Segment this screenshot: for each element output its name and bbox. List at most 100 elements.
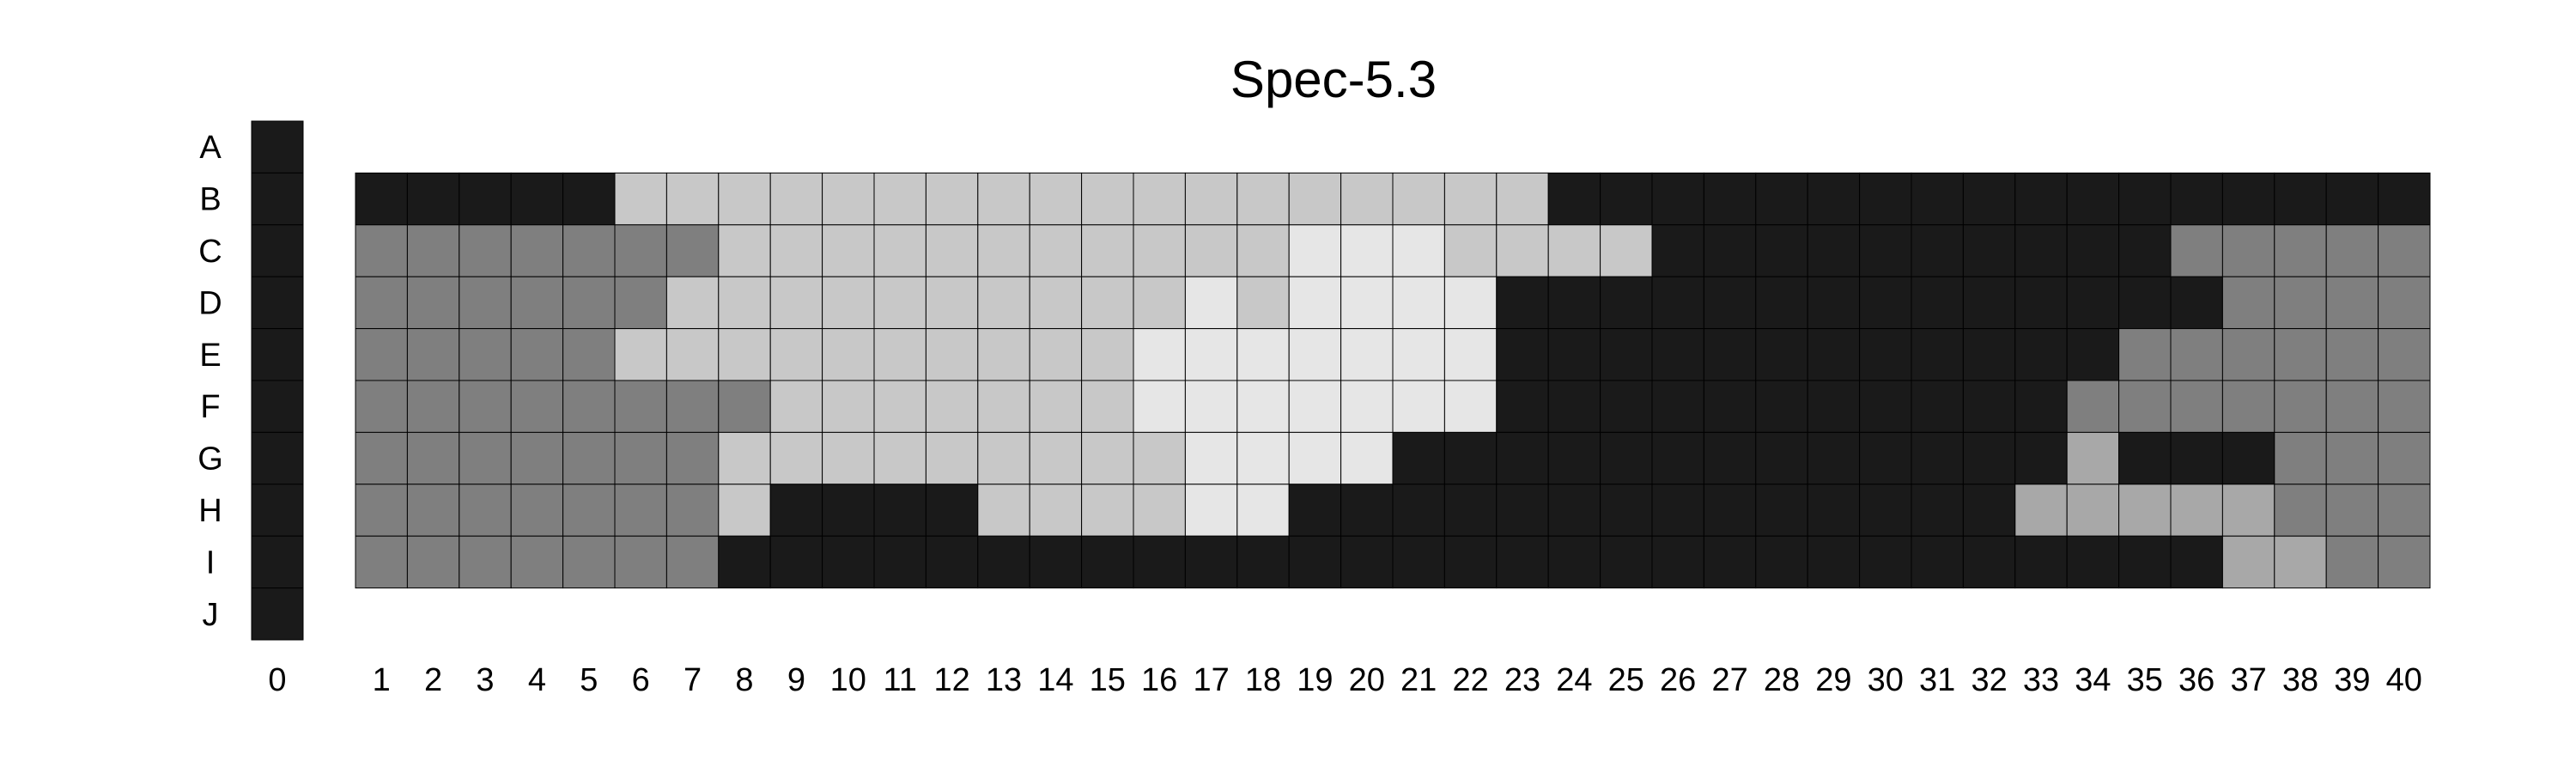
heatmap-cell (873, 535, 927, 589)
heatmap-cell (822, 484, 875, 537)
heatmap-cell (614, 484, 667, 537)
heatmap-cell (1807, 172, 1861, 226)
heatmap-cell (1029, 535, 1083, 589)
heatmap-cell (1392, 328, 1445, 381)
heatmap-cell (1547, 172, 1601, 226)
x-tick-label: 1 (373, 662, 391, 698)
heatmap-cell (769, 535, 823, 589)
heatmap-cell (1029, 484, 1083, 537)
heatmap-cell (1133, 431, 1186, 485)
heatmap-cell (1133, 224, 1186, 277)
heatmap-cell (510, 172, 564, 226)
heatmap-cell (459, 431, 512, 485)
heatmap-cell (1911, 431, 1964, 485)
heatmap-cell (1184, 172, 1238, 226)
heatmap-cell (2014, 224, 2068, 277)
heatmap-cell (1496, 276, 1549, 330)
heatmap-cell (665, 276, 720, 330)
heatmap-cell (2170, 276, 2223, 330)
heatmap-cell (822, 431, 875, 485)
heatmap-cell (718, 224, 771, 277)
heatmap-cell (2378, 431, 2431, 485)
heatmap-cell (1496, 380, 1549, 433)
heatmap-cell (822, 328, 875, 381)
heatmap-cell (2170, 431, 2223, 485)
heatmap-cell (1236, 484, 1290, 537)
heatmap-cell (1133, 328, 1186, 381)
heatmap-cell (1703, 431, 1757, 485)
heatmap-cell (1807, 535, 1861, 589)
heatmap-cell (1547, 484, 1601, 537)
heatmap-cell (769, 276, 823, 330)
heatmap-cell (510, 535, 564, 589)
heatmap-cell (406, 328, 460, 381)
heatmap-cell (1184, 431, 1238, 485)
heatmap-cell (1496, 224, 1549, 277)
x-tick-label: 27 (1711, 662, 1747, 698)
heatmap-cell (251, 587, 304, 641)
heatmap-cell (1236, 328, 1290, 381)
heatmap-cell (1703, 535, 1757, 589)
heatmap-cell (1859, 172, 1912, 226)
x-tick-label: 17 (1193, 662, 1229, 698)
heatmap-cell (355, 380, 408, 433)
heatmap-cell (1547, 328, 1601, 381)
heatmap-cell (1392, 224, 1445, 277)
heatmap-cell (2325, 431, 2379, 485)
heatmap-cell (1911, 484, 1964, 537)
heatmap-cell (251, 484, 304, 537)
heatmap-cell (1962, 431, 2016, 485)
heatmap-cell (1029, 431, 1083, 485)
heatmap-cell (1962, 172, 2016, 226)
heatmap-cell (614, 535, 667, 589)
heatmap-cell (1547, 224, 1601, 277)
heatmap-cell (1029, 172, 1083, 226)
heatmap-cell (977, 431, 1030, 485)
heatmap-cell (1651, 328, 1704, 381)
heatmap-cell (1133, 276, 1186, 330)
heatmap-cell (562, 276, 616, 330)
heatmap-cell (925, 328, 979, 381)
heatmap-cell (873, 380, 927, 433)
heatmap-cell (1081, 484, 1134, 537)
heatmap-cell (718, 276, 771, 330)
heatmap-cell (1081, 380, 1134, 433)
heatmap-cell (251, 431, 304, 485)
heatmap-cell (2014, 172, 2068, 226)
heatmap-cell (2066, 431, 2120, 485)
heatmap-cell (2170, 484, 2223, 537)
heatmap-cell (2274, 224, 2327, 277)
heatmap-cell (614, 328, 667, 381)
y-tick-label: D (198, 285, 222, 321)
heatmap-cell (1600, 380, 1653, 433)
heatmap-cell (1807, 328, 1861, 381)
heatmap-cell (665, 224, 720, 277)
x-tick-label: 15 (1090, 662, 1126, 698)
heatmap-cell (1911, 535, 1964, 589)
heatmap-cell (1547, 535, 1601, 589)
x-tick-label: 36 (2178, 662, 2215, 698)
heatmap-cell (925, 484, 979, 537)
x-tick-label: 28 (1764, 662, 1800, 698)
heatmap-cell (873, 224, 927, 277)
heatmap-cell (1859, 484, 1912, 537)
heatmap-cell (2014, 276, 2068, 330)
x-tick-labels: 0 1 2 3 4 5 6 7 8 9 10 11 12 13 14 15 16 17 18 19 20 21 22 23 24… (268, 662, 2422, 698)
heatmap-cell (2014, 328, 2068, 381)
heatmap-cell (1807, 380, 1861, 433)
x-tick-label: 22 (1452, 662, 1488, 698)
x-tick-label: 24 (1556, 662, 1592, 698)
heatmap-cell (1755, 431, 1808, 485)
heatmap-cell (1443, 535, 1498, 589)
heatmap-cell (251, 328, 304, 381)
heatmap-cell (1392, 172, 1445, 226)
x-tick-label: 0 (268, 662, 286, 698)
heatmap-cell (718, 431, 771, 485)
heatmap-cell (1133, 380, 1186, 433)
heatmap-cell (1081, 172, 1134, 226)
heatmap-cell (2274, 172, 2327, 226)
heatmap-cell (1962, 380, 2016, 433)
heatmap-cell (1651, 380, 1704, 433)
heatmap-cell (977, 172, 1030, 226)
heatmap-cell (1133, 484, 1186, 537)
